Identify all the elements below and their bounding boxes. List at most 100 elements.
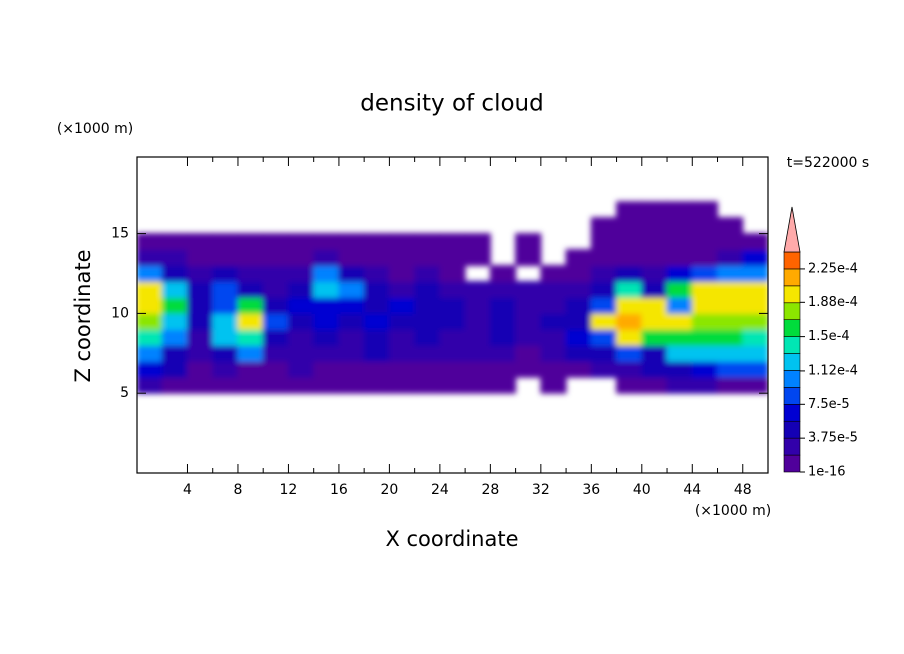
field-cell [212,344,239,362]
field-cell [590,360,618,378]
field-cell [540,312,567,330]
field-cell [691,312,719,330]
x-tick-label: 28 [481,482,499,498]
field-cell [186,328,214,346]
field-cell [439,265,466,282]
field-cell [338,312,365,330]
colorbar-box [783,454,801,473]
colorbar-box [783,319,801,337]
field-cell [137,265,163,282]
field-cell [641,265,668,282]
field-cell [161,360,188,378]
field-cell [287,360,315,378]
colorbar-label: 3.75e-5 [808,431,858,446]
field-cell [161,296,188,314]
field-cell [338,249,365,267]
field-cell [363,328,390,346]
field-cell [616,233,643,251]
field-cell [616,296,643,314]
field-cell [186,312,214,330]
field-cell [439,280,466,298]
field-cell [565,344,592,362]
field-cell [742,328,768,346]
field-cell [616,280,643,298]
field-cell [666,280,693,298]
field-cell [717,217,744,235]
field-cell [161,344,188,362]
field-cell [287,328,315,346]
field-cell [565,249,592,267]
field-cell [691,344,719,362]
field-cell [489,344,517,362]
field-cell [388,344,416,362]
x-axis-title: X coordinate [385,527,518,551]
field-cell [717,344,744,362]
field-cell [565,360,592,378]
field-cell [388,312,416,330]
field-cell [338,344,365,362]
field-cell [363,344,390,362]
field-cell [616,344,643,362]
field-cell [212,312,239,330]
field-cell [161,233,188,251]
field-cell [439,233,466,251]
field-cell [186,280,214,298]
field-cell [742,265,768,282]
field-cell [262,233,289,251]
field-cell [641,376,668,394]
field-cell [287,280,315,298]
field-cell [287,344,315,362]
field-cell [540,296,567,314]
field-cell [137,312,163,330]
field-cell [515,249,542,267]
field-cell [489,265,517,282]
field-cell [666,249,693,267]
field-cell [212,296,239,314]
colorbar-label: 1.5e-4 [808,329,850,344]
field-cell [717,312,744,330]
field-cell [515,360,542,378]
field-cell [641,280,668,298]
field-cell [137,328,163,346]
colorbar-box [783,353,801,371]
x-tick-label: 20 [380,482,398,498]
field-cell [590,328,618,346]
field-cell [717,360,744,378]
field-cell [691,249,719,267]
field-cell [565,265,592,282]
field-cell [616,265,643,282]
field-cell [237,233,264,251]
field-cell [641,249,668,267]
field-cell [666,328,693,346]
field-cell [237,328,264,346]
field-cell [540,344,567,362]
field-cell [161,312,188,330]
field-cell [262,360,289,378]
field-cell [262,296,289,314]
field-cell [717,249,744,267]
field-cell [717,265,744,282]
field-cell [515,296,542,314]
field-cell [590,217,618,235]
y-tick-label: 5 [120,385,129,401]
field-cell [742,249,768,267]
field-cell [212,376,239,394]
field-cell [515,233,542,251]
x-tick-label: 24 [431,482,449,498]
field-cell [186,360,214,378]
field-cell [313,328,340,346]
x-tick-label: 16 [330,482,348,498]
field-cell [590,233,618,251]
field-cell [363,265,390,282]
field-cell [388,265,416,282]
field-cell [742,312,768,330]
field-cell [186,249,214,267]
field-cell [137,376,163,394]
field-cell [666,296,693,314]
chart-title: density of cloud [360,91,543,117]
field-cell [439,376,466,394]
x-tick-label: 36 [582,482,600,498]
field-cell [464,360,491,378]
field-cell [717,296,744,314]
